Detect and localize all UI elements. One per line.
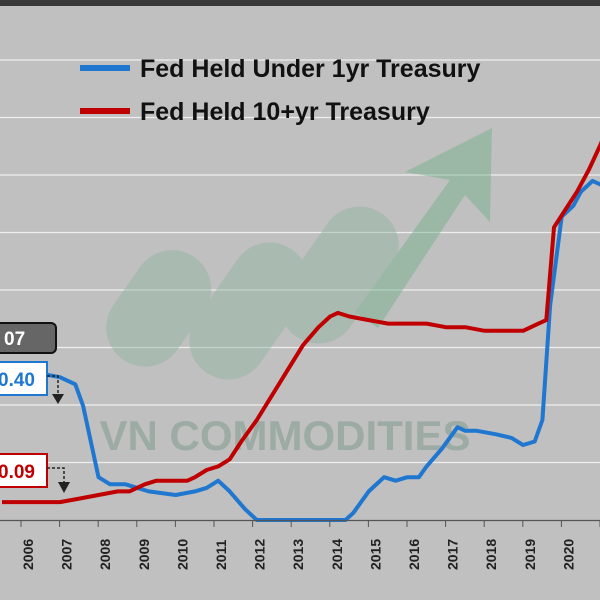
x-tick-label: 2018 [483,539,499,570]
x-tick-label: 2014 [329,539,345,570]
series-lines [1,140,600,522]
x-tick-label: 2008 [97,539,113,570]
x-tick-label: 2013 [290,539,306,570]
top-border [0,0,600,6]
legend-label-under-1yr: Fed Held Under 1yr Treasury [140,55,481,83]
annotation-red-tag: 0.09 [0,453,70,493]
x-tick-label: 2019 [522,539,538,570]
x-tick-label: 2017 [445,539,461,570]
x-tick-label: 2016 [406,539,422,570]
annotation-blue-text: 0.40 [0,370,35,391]
x-tick-label: 2015 [367,539,383,570]
annotation-blue-tag: 0.40 [0,361,64,404]
annotation-dark-tag: 07 [0,322,57,354]
x-tick-label: 2010 [174,539,190,570]
x-axis-ticks: 2006 2007 2008 2009 2010 2011 2012 2013 2014 2015… [20,520,600,570]
watermark-text: VN COMMODITIES [99,412,470,459]
x-tick-label: 2012 [252,539,268,570]
x-tick-label: 2011 [213,539,229,570]
x-tick-label: 2006 [20,539,36,570]
x-tick-label: 2007 [59,539,75,570]
series-line-under-1yr [1,178,600,522]
annotation-red-text: 0.09 [0,462,35,483]
annotation-dark-text: 07 [4,329,25,350]
series-line-10yr [2,140,600,505]
x-tick-label: 2009 [136,539,152,570]
x-tick-label: 2020 [560,539,576,570]
watermark-logo [106,128,492,380]
legend: Fed Held Under 1yr Treasury Fed Held 10+… [80,55,481,126]
legend-label-10yr: Fed Held 10+yr Treasury [140,98,430,126]
